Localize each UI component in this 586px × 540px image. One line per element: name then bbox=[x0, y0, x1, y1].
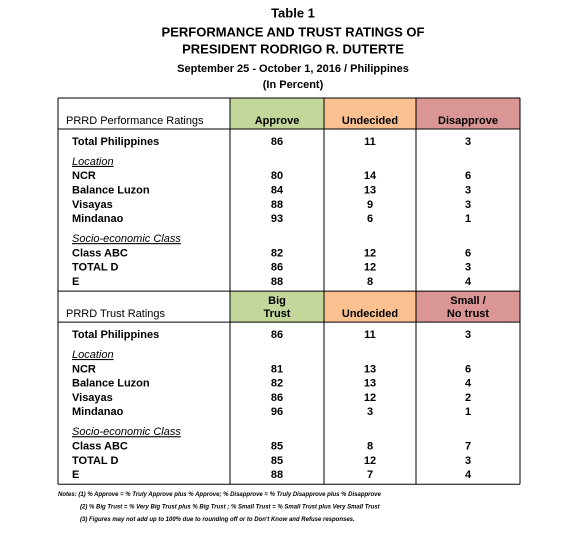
title: PRESIDENT RODRIGO R. DUTERTE bbox=[182, 41, 404, 56]
column-header: No trust bbox=[447, 308, 490, 320]
cell-value: 96 bbox=[271, 406, 283, 418]
cell-value: 14 bbox=[364, 170, 377, 182]
cell-value: 6 bbox=[465, 247, 471, 259]
row-label: E bbox=[72, 276, 79, 288]
group-heading: Location bbox=[72, 349, 114, 361]
cell-value: 85 bbox=[271, 455, 283, 467]
cell-value: 3 bbox=[465, 329, 471, 341]
row-label: Visayas bbox=[72, 392, 113, 404]
cell-value: 7 bbox=[465, 441, 471, 453]
cell-value: 84 bbox=[271, 185, 284, 197]
cell-value: 86 bbox=[271, 329, 283, 341]
cell-value: 82 bbox=[271, 378, 283, 390]
column-header: Small / bbox=[450, 295, 485, 307]
header-cell bbox=[324, 291, 416, 323]
cell-value: 88 bbox=[271, 276, 283, 288]
subtitle: September 25 - October 1, 2016 / Philipp… bbox=[177, 63, 409, 75]
note: (3) Figures may not add up to 100% due t… bbox=[80, 517, 355, 523]
cell-value: 12 bbox=[364, 455, 376, 467]
row-label: Class ABC bbox=[72, 441, 128, 453]
column-header: Disapprove bbox=[438, 115, 498, 127]
column-header: Undecided bbox=[342, 308, 398, 320]
header-cell bbox=[324, 98, 416, 129]
cell-value: 80 bbox=[271, 170, 283, 182]
cell-value: 82 bbox=[271, 247, 283, 259]
cell-value: 12 bbox=[364, 247, 376, 259]
cell-value: 86 bbox=[271, 392, 283, 404]
row-label: Balance Luzon bbox=[72, 185, 150, 197]
header-cell bbox=[416, 98, 520, 129]
group-heading: Socio-economic Class bbox=[72, 233, 181, 245]
row-label: TOTAL D bbox=[72, 455, 119, 467]
cell-value: 11 bbox=[364, 329, 376, 341]
column-header: Big bbox=[268, 295, 286, 307]
row-label: NCR bbox=[72, 170, 96, 182]
row-label: NCR bbox=[72, 363, 96, 375]
cell-value: 9 bbox=[367, 199, 373, 211]
header-cell bbox=[230, 98, 324, 129]
row-label: Mindanao bbox=[72, 406, 124, 418]
cell-value: 3 bbox=[465, 455, 471, 467]
cell-value: 6 bbox=[367, 213, 373, 225]
cell-value: 11 bbox=[364, 136, 376, 148]
cell-value: 3 bbox=[465, 262, 471, 274]
cell-value: 3 bbox=[465, 136, 471, 148]
cell-value: 1 bbox=[465, 406, 471, 418]
cell-value: 86 bbox=[271, 262, 283, 274]
row-label: Balance Luzon bbox=[72, 378, 150, 390]
group-heading: Location bbox=[72, 156, 114, 168]
header-cell bbox=[230, 291, 324, 323]
note: Notes: (1) % Approve = % Truly Approve p… bbox=[58, 492, 382, 498]
row-label: Class ABC bbox=[72, 247, 128, 259]
group-heading: Socio-economic Class bbox=[72, 426, 181, 438]
column-header: Trust bbox=[264, 308, 291, 320]
cell-value: 12 bbox=[364, 392, 376, 404]
cell-value: 13 bbox=[364, 185, 376, 197]
cell-value: 12 bbox=[364, 262, 376, 274]
header-cell bbox=[416, 291, 520, 323]
cell-value: 1 bbox=[465, 213, 471, 225]
cell-value: 88 bbox=[271, 199, 283, 211]
cell-value: 4 bbox=[465, 276, 472, 288]
cell-value: 88 bbox=[271, 469, 283, 481]
row-label: E bbox=[72, 469, 79, 481]
cell-value: 6 bbox=[465, 363, 471, 375]
cell-value: 86 bbox=[271, 136, 283, 148]
row-label: Total Philippines bbox=[72, 136, 159, 148]
section-label: PRRD Performance Ratings bbox=[66, 115, 204, 127]
cell-value: 6 bbox=[465, 170, 471, 182]
cell-value: 93 bbox=[271, 213, 283, 225]
cell-value: 8 bbox=[367, 276, 373, 288]
cell-value: 4 bbox=[465, 469, 472, 481]
note: (2) % Big Trust = % Very Big Trust plus … bbox=[80, 504, 381, 510]
title: PERFORMANCE AND TRUST RATINGS OF bbox=[162, 24, 425, 39]
row-label: Mindanao bbox=[72, 213, 124, 225]
cell-value: 3 bbox=[367, 406, 373, 418]
cell-value: 3 bbox=[465, 199, 471, 211]
cell-value: 13 bbox=[364, 378, 376, 390]
cell-value: 3 bbox=[465, 185, 471, 197]
cell-value: 13 bbox=[364, 363, 376, 375]
cell-value: 2 bbox=[465, 392, 471, 404]
cell-value: 4 bbox=[465, 378, 472, 390]
row-label: Visayas bbox=[72, 199, 113, 211]
table-number: Table 1 bbox=[271, 5, 315, 20]
cell-value: 85 bbox=[271, 441, 283, 453]
cell-value: 7 bbox=[367, 469, 373, 481]
column-header: Approve bbox=[255, 115, 300, 127]
cell-value: 81 bbox=[271, 363, 283, 375]
cell-value: 8 bbox=[367, 441, 373, 453]
row-label: TOTAL D bbox=[72, 262, 119, 274]
row-label: Total Philippines bbox=[72, 329, 159, 341]
column-header: Undecided bbox=[342, 115, 398, 127]
unit: (In Percent) bbox=[263, 79, 324, 91]
section-label: PRRD Trust Ratings bbox=[66, 308, 166, 320]
